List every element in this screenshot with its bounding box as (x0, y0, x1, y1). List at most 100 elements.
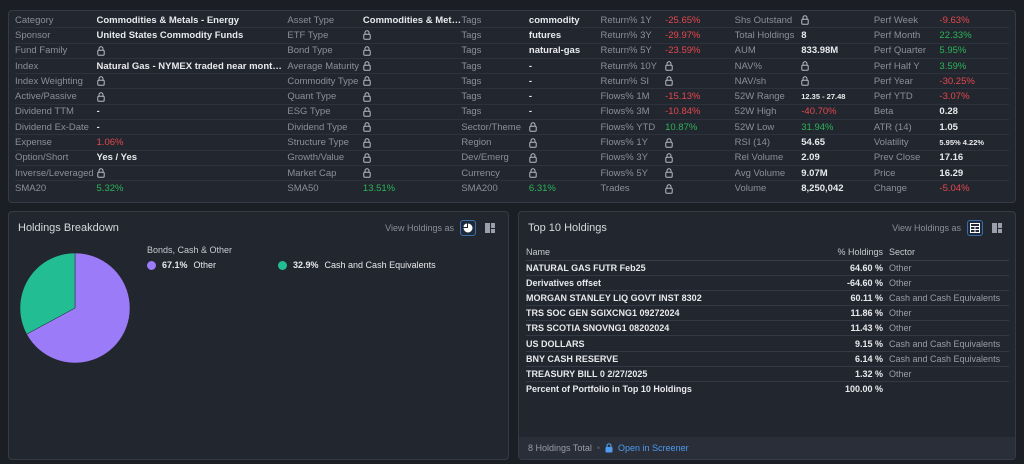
snapshot-value: - (528, 106, 533, 118)
holdings-footer: 8 Holdings Total • Open in Screener (519, 437, 1015, 459)
table-row[interactable]: TRS SCOTIA SNOVNG1 08202024 11.43 % Other (526, 320, 1009, 337)
separator: • (596, 443, 601, 453)
snapshot-label: Return% 10Y (600, 60, 657, 72)
table-row[interactable]: Derivatives offset -64.60 % Other (526, 275, 1009, 291)
lock-icon (665, 152, 735, 163)
snapshot-value: futures (528, 29, 562, 41)
pie-chart-icon (463, 223, 473, 233)
snapshot-label: Structure Type (287, 137, 349, 149)
snapshot-label: Growth/Value (287, 152, 345, 164)
holdings-pie-chart (19, 252, 131, 364)
snapshot-value: 1.05 (939, 121, 958, 133)
pie-view-button[interactable] (460, 220, 476, 236)
legend-dot (147, 260, 156, 270)
snapshot-label: Sponsor (15, 29, 51, 41)
legend-item-other[interactable]: 67.1% Other (147, 260, 216, 270)
snapshot-value: -3.07% (939, 91, 970, 103)
lock-icon (363, 30, 461, 41)
pie-slice-other[interactable] (26, 252, 131, 364)
snapshot-label: Index (15, 60, 39, 72)
table-row[interactable]: US DOLLARS 9.15 % Cash and Cash Equivalent… (526, 335, 1009, 352)
table-row[interactable]: MORGAN STANLEY LIQ GOVT INST 8302 60.11 %… (526, 290, 1009, 307)
view-holdings-as: View Holdings as (892, 220, 1005, 236)
holding-pct: -64.60 % (779, 275, 889, 291)
lock-icon (363, 152, 461, 163)
snapshot-label: Commodity Type (287, 75, 359, 87)
holding-name: US DOLLARS (526, 335, 779, 352)
col-pct: % Holdings (779, 244, 889, 261)
snapshot-row: Active/Passive Quant Type Tags - Flows% 1M -1… (15, 89, 1009, 105)
lock-icon (529, 122, 601, 133)
snapshot-label: ESG Type (287, 106, 331, 118)
fund-snapshot-table: Category Commodities & Metals - Energy Ass… (8, 10, 1016, 203)
snapshot-row: Index Natural Gas - NYMEX traded near mon… (15, 59, 1009, 75)
snapshot-label: Return% SI (600, 75, 650, 87)
holdings-table: Name % Holdings Sector NATURAL GAS FUTR … (526, 244, 1009, 397)
table-view-button[interactable] (967, 220, 983, 236)
open-in-screener-link[interactable]: Open in Screener (618, 443, 689, 453)
snapshot-value: 5.95% 4.22% (939, 138, 985, 148)
snapshot-row: Index Weighting Commodity Type Tags - Return… (15, 74, 1009, 90)
total-row: Percent of Portfolio in Top 10 Holdings 1… (526, 382, 1009, 397)
snapshot-value: 2.09 (801, 152, 820, 164)
legend-item-cash[interactable]: 32.9% Cash and Cash Equivalents (278, 260, 436, 270)
table-row[interactable]: TREASURY BILL 0 2/27/2025 1.32 % Other (526, 366, 1009, 383)
lock-icon (665, 183, 735, 194)
snapshot-value: 0.28 (939, 106, 958, 118)
pie-slice-cash-and-cash-equivalents[interactable] (19, 252, 76, 335)
snapshot-value: - (528, 60, 533, 72)
snapshot-value: 5.32% (96, 183, 124, 195)
snapshot-value: -30.25% (939, 75, 975, 87)
holdings-total: 8 Holdings Total (528, 443, 592, 453)
lock-icon (801, 76, 874, 87)
snapshot-label: Dev/Emerg (461, 152, 509, 164)
snapshot-label: AUM (734, 45, 756, 57)
legend-pct: 32.9% (293, 260, 319, 270)
lock-icon (96, 91, 288, 102)
col-sector: Sector (889, 244, 1009, 261)
snapshot-label: SMA200 (461, 183, 498, 195)
snapshot-value: 13.51% (362, 183, 396, 195)
snapshot-value: 8,250,042 (801, 183, 844, 195)
snapshot-label: Category (15, 14, 54, 26)
snapshot-value: -29.97% (665, 29, 701, 41)
snapshot-value: natural-gas (528, 45, 581, 57)
snapshot-label: Market Cap (287, 167, 337, 179)
panel-title: Top 10 Holdings (528, 222, 607, 234)
holding-pct: 11.43 % (779, 320, 889, 337)
legend-label: Cash and Cash Equivalents (324, 260, 436, 270)
snapshot-row: Category Commodities & Metals - Energy Ass… (15, 13, 1009, 29)
holding-sector: Cash and Cash Equivalents (889, 351, 1009, 367)
snapshot-label: Flows% 1M (600, 91, 650, 103)
snapshot-label: Trades (600, 183, 630, 195)
view-as-label: View Holdings as (892, 223, 961, 233)
legend-dot (278, 260, 287, 270)
holding-sector: Cash and Cash Equivalents (889, 290, 1009, 307)
snapshot-label: Region (461, 137, 492, 149)
snapshot-label: Inverse/Leveraged (15, 167, 94, 179)
snapshot-label: Total Holdings (734, 29, 795, 41)
snapshot-row: Expense 1.06% Structure Type Region Flows% 1… (15, 135, 1009, 151)
treemap-view-button[interactable] (482, 220, 498, 236)
snapshot-label: Rel Volume (734, 152, 784, 164)
table-row[interactable]: NATURAL GAS FUTR Feb25 64.60 % Other (526, 260, 1009, 276)
snapshot-value: Natural Gas - NYMEX traded near month fu… (96, 60, 288, 72)
table-icon (970, 223, 980, 233)
snapshot-label: Tags (461, 60, 482, 72)
lock-icon (529, 152, 601, 163)
snapshot-label: 52W Range (734, 91, 785, 103)
treemap-view-button[interactable] (989, 220, 1005, 236)
holding-pct: 6.14 % (779, 351, 889, 367)
holding-name: TRS SCOTIA SNOVNG1 08202024 (526, 320, 779, 337)
lock-icon (363, 91, 461, 102)
snapshot-label: Active/Passive (15, 91, 77, 103)
snapshot-value: -5.04% (939, 183, 970, 195)
holding-sector: Other (889, 366, 1009, 383)
lock-icon (363, 168, 461, 179)
snapshot-label: Flows% 1Y (600, 137, 648, 149)
table-row[interactable]: TRS SOC GEN SGIXCNG1 09272024 11.86 % Othe… (526, 305, 1009, 322)
lock-icon (529, 137, 601, 148)
table-row[interactable]: BNY CASH RESERVE 6.14 % Cash and Cash Equi… (526, 351, 1009, 367)
snapshot-value: -23.59% (665, 45, 701, 57)
snapshot-label: Average Maturity (287, 60, 359, 72)
